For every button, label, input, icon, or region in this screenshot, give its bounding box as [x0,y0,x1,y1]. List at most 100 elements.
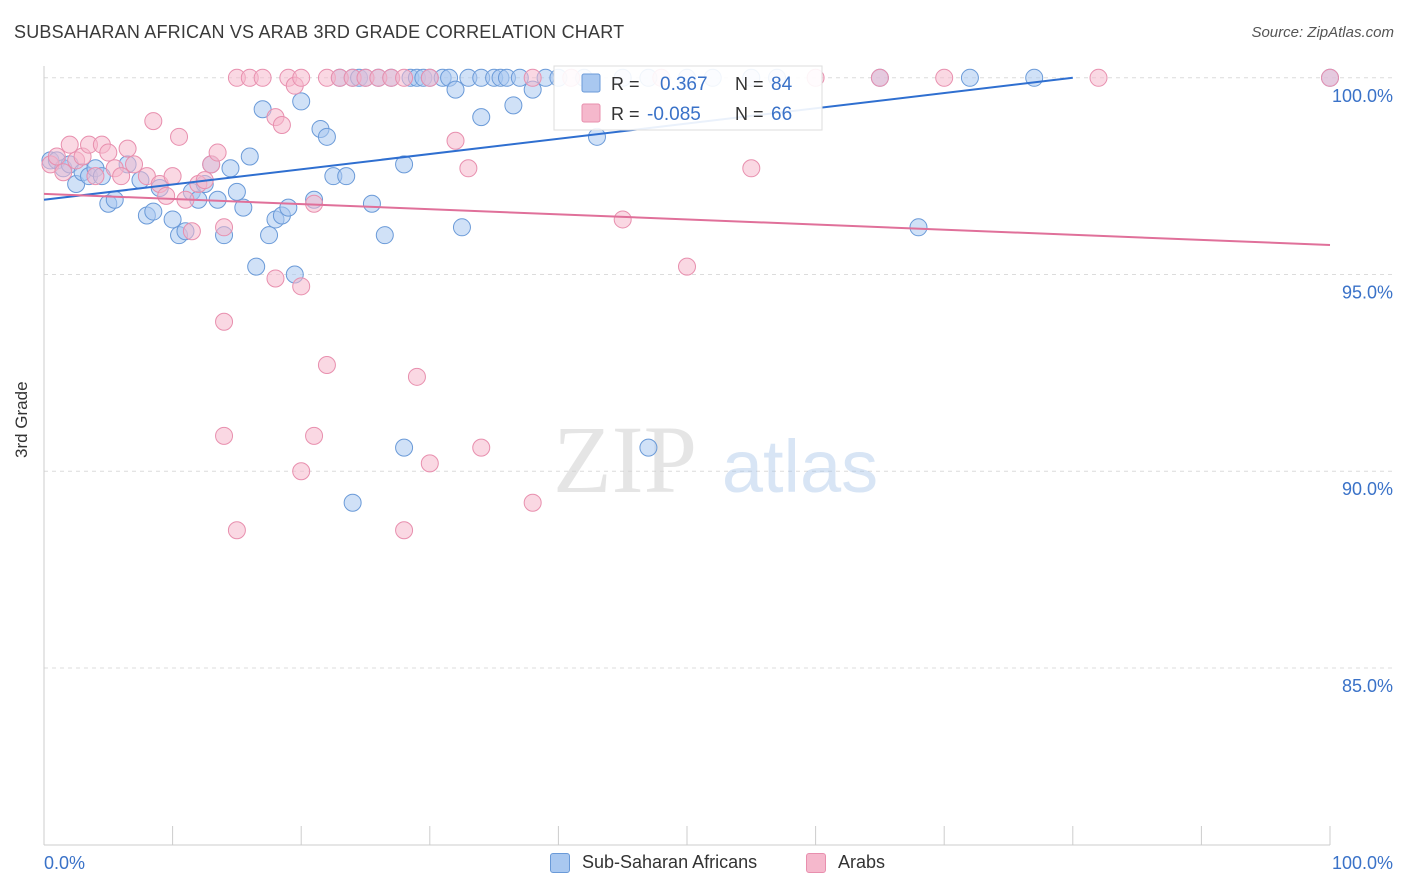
blue-point [227,182,246,201]
y-tick-label: 90.0% [1342,479,1393,499]
stats-n-value-blue: 84 [771,74,793,95]
blue-point [909,218,928,237]
pink-point [305,426,324,445]
y-tick-label: 95.0% [1342,283,1393,303]
pink-point [99,143,118,162]
pink-point [420,68,439,87]
stats-r-label-pink: R = [611,104,640,124]
pink-point [112,167,131,186]
blue-point [163,210,182,229]
blue-point [960,68,979,87]
chart-source: Source: ZipAtlas.com [1251,24,1394,41]
pink-point [157,186,176,205]
pink-trendline [43,192,1331,247]
blue-point [395,438,414,457]
watermark-zip: ZIP [553,406,697,513]
blue-point [472,108,491,127]
stats-swatch-blue [581,73,601,93]
pink-point [47,147,66,166]
stats-r-label-blue: R = [611,74,640,94]
pink-point [395,68,414,87]
pink-point [272,116,291,135]
legend-label-arabs: Arabs [838,852,886,872]
watermark-atlas: atlas [722,425,878,508]
pink-point [446,131,465,150]
axes-layer [43,66,1331,846]
pink-point [613,210,632,229]
blue-point [105,190,124,209]
pink-point [1321,68,1339,87]
blue-point [221,159,240,178]
pink-point [118,139,137,158]
pink-point [317,356,336,375]
y-tick-label: 100.0% [1332,86,1393,106]
blue-point [375,226,394,245]
tick-labels: 85.0% 90.0% 95.0% 100.0% 0.0% 100.0% [44,86,1393,873]
pink-point [144,112,163,131]
pink-point [420,454,439,473]
blue-point [279,198,298,217]
pink-point [266,269,285,288]
blue-point [337,167,356,186]
pink-point [472,438,491,457]
blue-point [446,80,465,99]
pink-point [163,167,182,186]
pink-point [60,135,79,154]
blue-point [362,194,381,213]
blue-point [639,438,658,457]
pink-point [459,159,478,178]
y-tick-label: 85.0% [1342,676,1393,696]
pink-point [182,222,201,241]
bottom-legend: Sub-Saharan Africans Arabs [0,852,1406,878]
pink-point [54,163,73,182]
blue-point [247,257,266,276]
pink-point [292,277,311,296]
pink-point [292,68,311,87]
pink-point [292,462,311,481]
pink-point [215,312,234,331]
grid-layer [44,77,1392,669]
pink-point [208,143,227,162]
legend-item-arabs[interactable]: Arabs [806,852,885,873]
pink-point [170,127,189,146]
x-tick-label: 0.0% [44,853,85,873]
legend-label-sub-saharan: Sub-Saharan Africans [582,852,758,872]
stats-r-value-blue: 0.367 [660,74,708,95]
pink-point [935,68,954,87]
pink-point [86,167,105,186]
pink-point [395,521,414,540]
pink-point [215,218,234,237]
blue-trendline [43,76,1073,201]
pink-point [678,257,696,276]
blue-point [144,202,163,221]
pink-point [523,493,542,512]
x-tick-label: 100.0% [1332,853,1393,873]
blue-point [317,127,336,146]
stats-r-value-pink: -0.085 [647,104,701,125]
stats-legend: R = 0.367 N = 84 R = -0.085 N = 66 [553,65,823,131]
blue-point [504,96,523,115]
trend-layer [43,76,1331,247]
legend-swatch-blue [550,852,570,873]
pink-point [227,521,246,540]
pink-point [523,68,542,87]
blue-point [260,226,279,245]
pink-point [253,68,272,87]
blue-point [587,127,606,146]
stats-swatch-pink [581,103,601,123]
pink-point [870,68,889,87]
pink-point [742,159,761,178]
pink-point [215,426,234,445]
blue-point [343,493,362,512]
blue-point [395,155,414,174]
blue-point [292,92,311,111]
legend-item-sub-saharan[interactable]: Sub-Saharan Africans [550,852,757,873]
pink-point [1089,68,1108,87]
pink-point [125,155,144,174]
stats-n-label-blue: N = [735,74,764,94]
blue-point [234,198,253,217]
blue-point [240,147,259,166]
chart-title: SUBSAHARAN AFRICAN VS ARAB 3RD GRADE COR… [14,22,625,42]
pink-point [407,367,426,386]
